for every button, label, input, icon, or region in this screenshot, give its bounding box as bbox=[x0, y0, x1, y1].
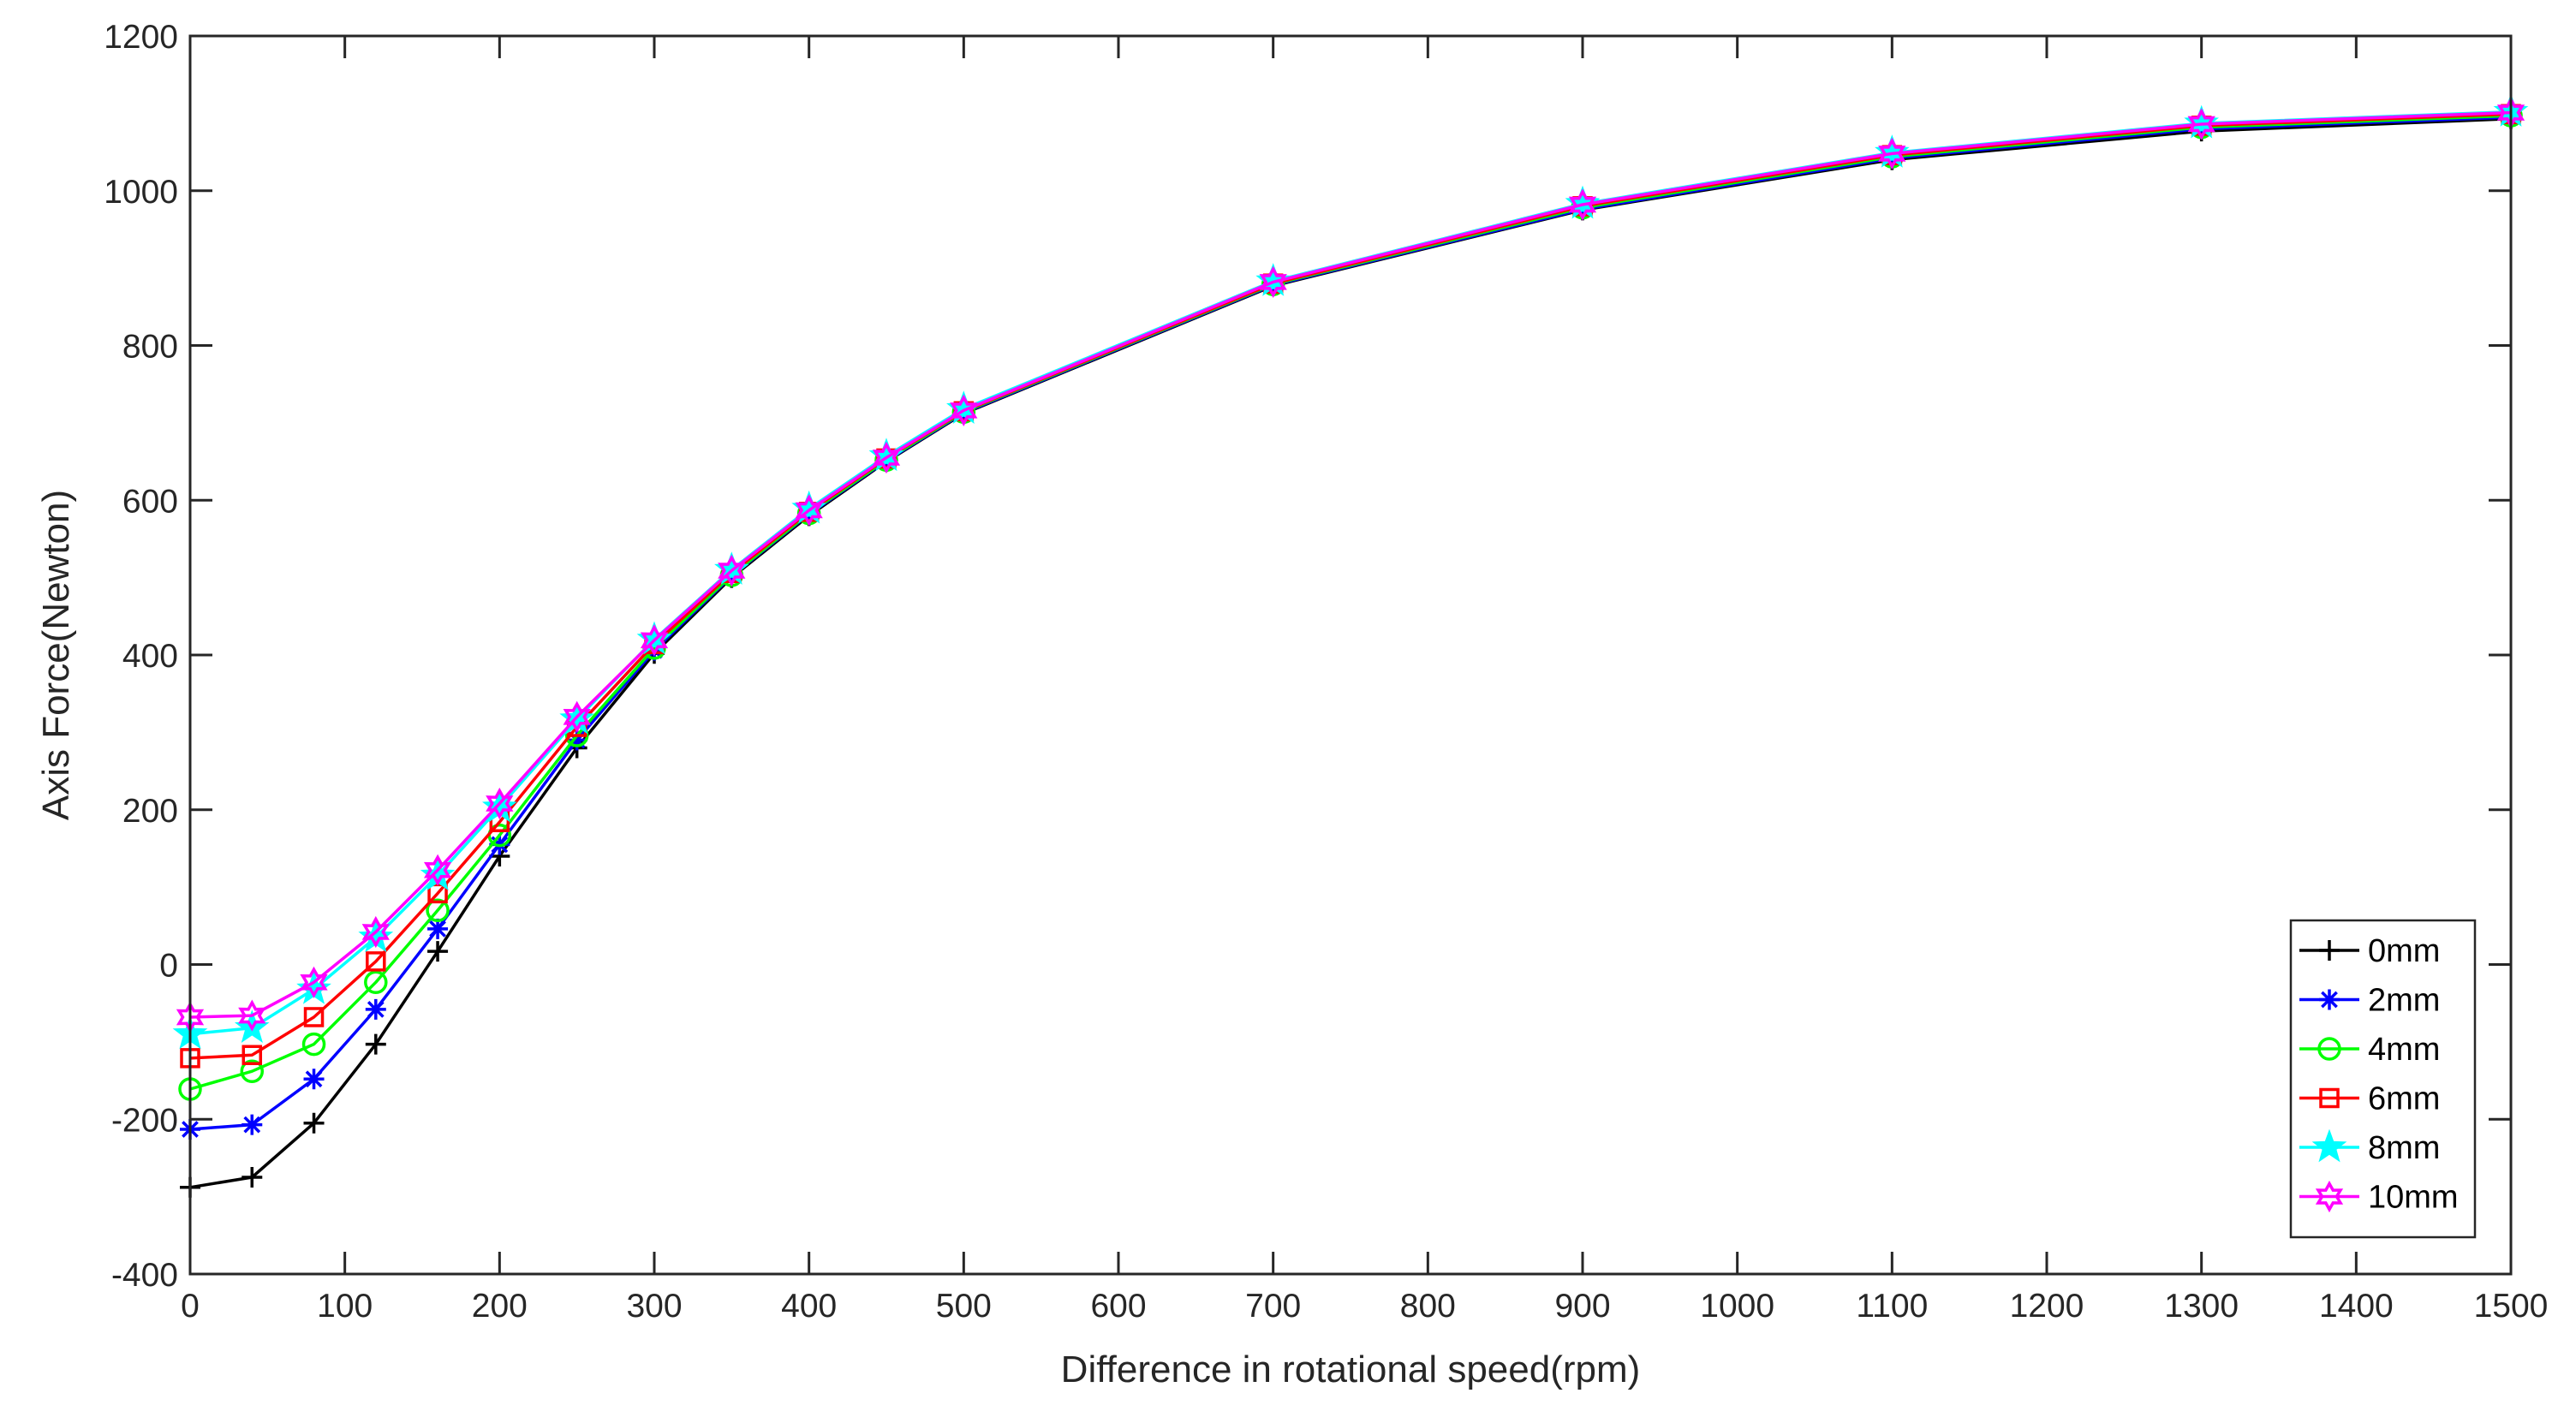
x-tick-label: 600 bbox=[1090, 1288, 1146, 1325]
legend-label: 2mm bbox=[2368, 983, 2440, 1019]
data-point-2mm bbox=[365, 998, 386, 1020]
series-line-10mm bbox=[189, 110, 2512, 1019]
data-point-10mm bbox=[361, 915, 390, 949]
y-axis-label: Axis Force(Newton) bbox=[35, 490, 77, 820]
legend-marker bbox=[2319, 989, 2340, 1010]
data-point-10mm bbox=[563, 700, 591, 733]
data-point-10mm bbox=[2187, 108, 2215, 140]
data-point-0mm bbox=[365, 1033, 386, 1055]
data-point-2mm bbox=[566, 729, 587, 751]
x-tick-label: 800 bbox=[1400, 1288, 1456, 1325]
legend-label: 8mm bbox=[2368, 1130, 2440, 1166]
x-tick-label: 1200 bbox=[2010, 1288, 2084, 1325]
data-point-2mm bbox=[427, 918, 449, 939]
data-point-10mm bbox=[300, 966, 328, 998]
y-tick-label: -200 bbox=[111, 1102, 178, 1139]
x-tick-label: 1400 bbox=[2319, 1288, 2394, 1325]
y-tick-label: 200 bbox=[122, 793, 178, 830]
x-tick-label: 300 bbox=[626, 1288, 682, 1325]
data-point-10mm bbox=[486, 787, 514, 820]
legend-item-8mm: 8mm bbox=[2299, 1128, 2440, 1166]
data-point-2mm bbox=[242, 1114, 263, 1135]
axes-layer: 0 100 200 300 400 500 600 700 800 900 1000 1100 1200… bbox=[104, 19, 2548, 1325]
legend-item-6mm: 6mm bbox=[2299, 1081, 2440, 1117]
data-point-10mm bbox=[795, 494, 823, 527]
legend-item-0mm: 0mm bbox=[2299, 933, 2440, 969]
legend-marker bbox=[2315, 1180, 2344, 1213]
data-point-6mm bbox=[303, 1007, 325, 1027]
legend-item-10mm: 10mm bbox=[2299, 1180, 2459, 1216]
x-tick-label: 200 bbox=[472, 1288, 528, 1325]
legend-label: 4mm bbox=[2368, 1032, 2440, 1068]
data-point-10mm bbox=[718, 554, 746, 587]
x-tick-label: 0 bbox=[181, 1288, 200, 1325]
series-10mm bbox=[176, 96, 2525, 1033]
x-tick-label: 500 bbox=[936, 1288, 992, 1325]
legend-marker bbox=[2311, 1128, 2347, 1163]
legend: 0mm 2mm 4mm 6mm 8mm 10mm bbox=[2289, 919, 2477, 1239]
y-tick-label: 400 bbox=[122, 638, 178, 675]
x-tick-label: 1100 bbox=[1856, 1288, 1928, 1325]
data-point-6mm bbox=[366, 951, 386, 972]
x-tick-label: 1000 bbox=[1700, 1288, 1774, 1325]
data-point-4mm bbox=[426, 898, 450, 922]
data-point-4mm bbox=[364, 970, 388, 995]
data-point-10mm bbox=[1259, 265, 1287, 298]
x-tick-label: 100 bbox=[317, 1288, 373, 1325]
legend-marker bbox=[2317, 1037, 2341, 1061]
data-point-0mm bbox=[242, 1167, 263, 1188]
legend-label: 6mm bbox=[2368, 1081, 2440, 1117]
data-point-10mm bbox=[1878, 137, 1906, 170]
x-tick-label: 1300 bbox=[2164, 1288, 2239, 1325]
y-tick-label: -400 bbox=[111, 1257, 178, 1294]
x-tick-label: 400 bbox=[781, 1288, 837, 1325]
data-point-10mm bbox=[1568, 188, 1597, 221]
y-tick-label: 1200 bbox=[104, 19, 178, 56]
x-axis-label: Difference in rotational speed(rpm) bbox=[1061, 1349, 1641, 1390]
plot-background bbox=[190, 36, 2511, 1274]
y-tick-label: 0 bbox=[159, 948, 178, 985]
data-point-4mm bbox=[301, 1032, 326, 1057]
legend-label: 10mm bbox=[2368, 1180, 2459, 1216]
x-tick-label: 700 bbox=[1245, 1288, 1301, 1325]
data-point-0mm bbox=[303, 1112, 325, 1134]
data-point-6mm bbox=[242, 1045, 263, 1065]
y-tick-label: 600 bbox=[122, 483, 178, 520]
data-point-10mm bbox=[950, 394, 978, 426]
y-tick-label: 1000 bbox=[104, 174, 178, 211]
data-point-10mm bbox=[423, 854, 452, 886]
data-point-10mm bbox=[238, 999, 266, 1032]
x-tick-label: 1500 bbox=[2474, 1288, 2549, 1325]
data-point-10mm bbox=[640, 624, 669, 657]
y-tick-label: 800 bbox=[122, 329, 178, 366]
data-point-4mm bbox=[240, 1059, 265, 1083]
data-point-0mm bbox=[427, 941, 449, 962]
legend-item-4mm: 4mm bbox=[2299, 1032, 2440, 1068]
legend-label: 0mm bbox=[2368, 933, 2440, 969]
legend-marker bbox=[2319, 1087, 2340, 1109]
x-tick-label: 900 bbox=[1554, 1288, 1610, 1325]
data-point-10mm bbox=[872, 441, 901, 474]
legend-box bbox=[2289, 919, 2477, 1239]
series-layer bbox=[172, 93, 2529, 1198]
legend-item-2mm: 2mm bbox=[2299, 983, 2440, 1019]
data-point-2mm bbox=[303, 1069, 325, 1090]
legend-marker bbox=[2319, 940, 2340, 961]
